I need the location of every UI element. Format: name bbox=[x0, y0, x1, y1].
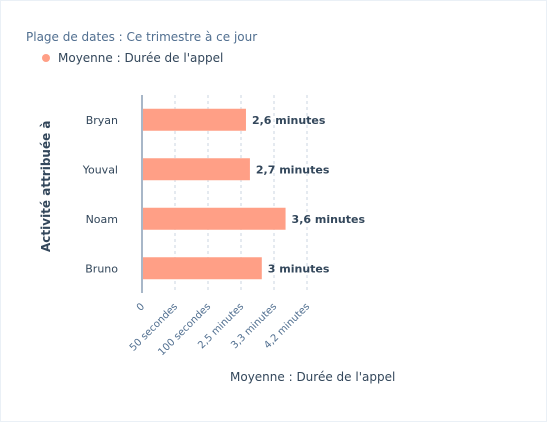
legend-label: Moyenne : Durée de l'appel bbox=[58, 51, 224, 65]
chart-legend[interactable]: Moyenne : Durée de l'appel bbox=[42, 51, 223, 65]
y-category-label: Youval bbox=[82, 163, 118, 176]
legend-swatch bbox=[42, 54, 50, 62]
y-category-label: Bryan bbox=[86, 114, 118, 127]
bar[interactable] bbox=[143, 257, 262, 280]
bar-value-label: 3,6 minutes bbox=[292, 213, 366, 226]
bar[interactable] bbox=[143, 207, 286, 230]
bar-value-label: 2,6 minutes bbox=[252, 114, 326, 127]
y-category-label: Bruno bbox=[85, 262, 118, 275]
x-tick-label: 0 bbox=[135, 301, 147, 313]
bar[interactable] bbox=[143, 158, 250, 181]
y-category-label: Noam bbox=[86, 213, 118, 226]
bar-value-label: 2,7 minutes bbox=[256, 163, 330, 176]
y-axis-title: Activité attribuée à bbox=[39, 120, 53, 252]
bar[interactable] bbox=[143, 108, 246, 131]
x-axis-title: Moyenne : Durée de l'appel bbox=[230, 370, 395, 384]
bar-value-label: 3 minutes bbox=[268, 262, 330, 275]
date-range-filter[interactable]: Plage de dates : Ce trimestre à ce jour bbox=[26, 30, 258, 44]
